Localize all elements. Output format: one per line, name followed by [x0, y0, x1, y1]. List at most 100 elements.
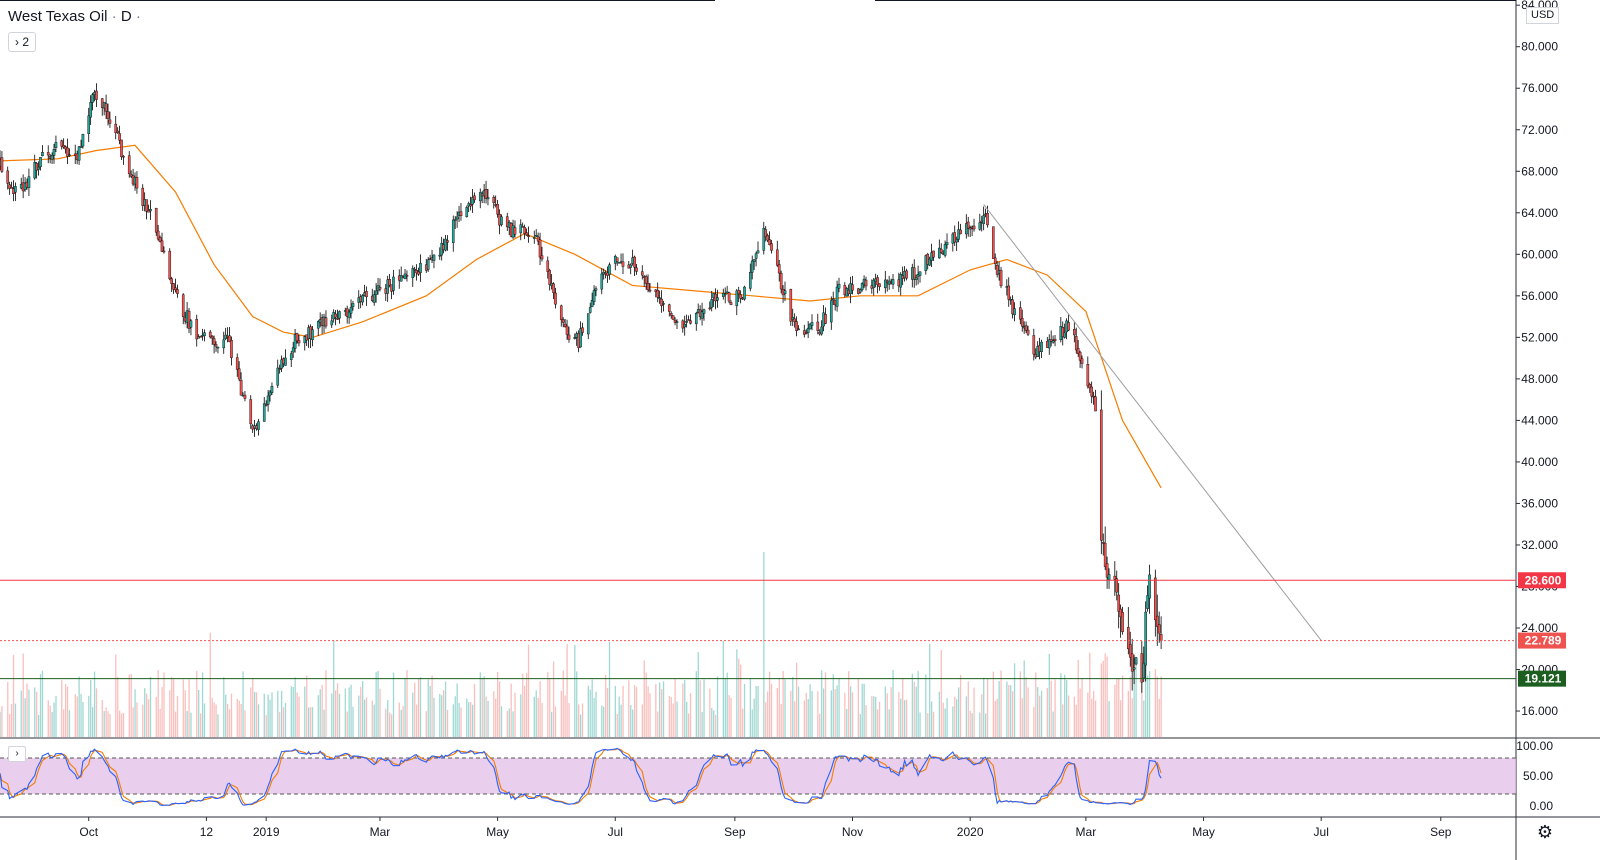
candle[interactable]: [291, 347, 295, 353]
candle[interactable]: [1047, 339, 1051, 349]
candle[interactable]: [496, 204, 499, 215]
candle[interactable]: [1053, 338, 1057, 341]
candle[interactable]: [187, 310, 191, 329]
candle[interactable]: [1105, 563, 1109, 578]
candle[interactable]: [810, 322, 814, 326]
candle[interactable]: [77, 146, 81, 161]
candle[interactable]: [565, 325, 569, 335]
candle[interactable]: [264, 404, 268, 406]
candle[interactable]: [419, 262, 422, 273]
candle[interactable]: [750, 260, 754, 273]
candle[interactable]: [992, 226, 995, 259]
candle[interactable]: [195, 319, 199, 340]
candle[interactable]: [687, 319, 690, 321]
candle[interactable]: [500, 216, 503, 225]
candle[interactable]: [640, 271, 644, 276]
candle[interactable]: [486, 197, 490, 200]
candle[interactable]: [905, 270, 908, 279]
candle[interactable]: [590, 300, 594, 307]
candle[interactable]: [858, 289, 862, 293]
candle[interactable]: [928, 258, 931, 266]
candle[interactable]: [141, 187, 145, 206]
candle[interactable]: [1113, 575, 1117, 580]
candle[interactable]: [1100, 409, 1103, 541]
candle[interactable]: [1101, 542, 1105, 544]
candle[interactable]: [214, 344, 218, 347]
candle[interactable]: [673, 319, 677, 323]
candle[interactable]: [372, 294, 376, 303]
candle[interactable]: [783, 290, 787, 294]
candle[interactable]: [478, 192, 482, 202]
candle[interactable]: [8, 184, 11, 189]
candle[interactable]: [1088, 384, 1092, 389]
candle[interactable]: [145, 199, 148, 212]
candle[interactable]: [349, 307, 353, 314]
candle[interactable]: [311, 329, 314, 340]
candle[interactable]: [567, 334, 571, 340]
candle[interactable]: [831, 298, 835, 301]
candle[interactable]: [891, 279, 895, 285]
candle[interactable]: [208, 331, 212, 338]
candle[interactable]: [127, 155, 131, 174]
candle[interactable]: [268, 391, 272, 396]
candle[interactable]: [532, 237, 536, 239]
candle[interactable]: [953, 232, 957, 243]
candle[interactable]: [727, 292, 731, 302]
candle[interactable]: [561, 319, 565, 323]
candle[interactable]: [87, 115, 91, 135]
candle[interactable]: [453, 219, 457, 221]
candle[interactable]: [451, 219, 455, 243]
candle[interactable]: [1026, 329, 1030, 335]
candle[interactable]: [608, 264, 611, 275]
candle[interactable]: [120, 139, 123, 157]
candle[interactable]: [737, 290, 741, 294]
candle[interactable]: [1076, 348, 1080, 354]
candle[interactable]: [546, 260, 550, 272]
candle[interactable]: [932, 250, 935, 258]
candle[interactable]: [162, 250, 166, 253]
candle[interactable]: [1094, 396, 1097, 412]
candle[interactable]: [1146, 595, 1149, 609]
candle[interactable]: [660, 298, 663, 306]
candle[interactable]: [108, 119, 112, 124]
candle[interactable]: [965, 223, 968, 235]
candle[interactable]: [243, 394, 247, 399]
candle[interactable]: [766, 235, 769, 241]
currency-label[interactable]: USD: [1526, 7, 1560, 24]
candle[interactable]: [824, 314, 827, 324]
candle[interactable]: [671, 315, 675, 320]
candle[interactable]: [46, 152, 50, 156]
candle[interactable]: [523, 227, 526, 234]
candle[interactable]: [729, 302, 733, 305]
candle[interactable]: [795, 321, 798, 331]
candle[interactable]: [797, 328, 800, 331]
candle[interactable]: [1051, 340, 1055, 343]
candle[interactable]: [700, 311, 704, 319]
candle[interactable]: [723, 293, 727, 296]
candle[interactable]: [945, 242, 949, 246]
candle[interactable]: [392, 276, 395, 291]
candle[interactable]: [1127, 627, 1130, 650]
candle[interactable]: [876, 277, 879, 285]
candle[interactable]: [473, 195, 476, 201]
candle[interactable]: [91, 94, 94, 103]
candle[interactable]: [739, 294, 742, 299]
candle[interactable]: [966, 221, 970, 229]
candle[interactable]: [1011, 299, 1014, 315]
candle[interactable]: [918, 271, 922, 276]
candle[interactable]: [212, 338, 216, 345]
candle[interactable]: [899, 274, 903, 288]
trendline[interactable]: [983, 204, 1322, 641]
candle[interactable]: [995, 264, 999, 275]
candle[interactable]: [972, 225, 976, 230]
candle[interactable]: [656, 290, 660, 298]
candle[interactable]: [914, 277, 918, 280]
candle[interactable]: [1157, 624, 1161, 634]
candle[interactable]: [411, 268, 415, 278]
candle[interactable]: [883, 279, 887, 288]
candle[interactable]: [851, 284, 854, 291]
candle[interactable]: [39, 156, 42, 168]
candle[interactable]: [864, 279, 868, 287]
candle[interactable]: [455, 216, 459, 220]
